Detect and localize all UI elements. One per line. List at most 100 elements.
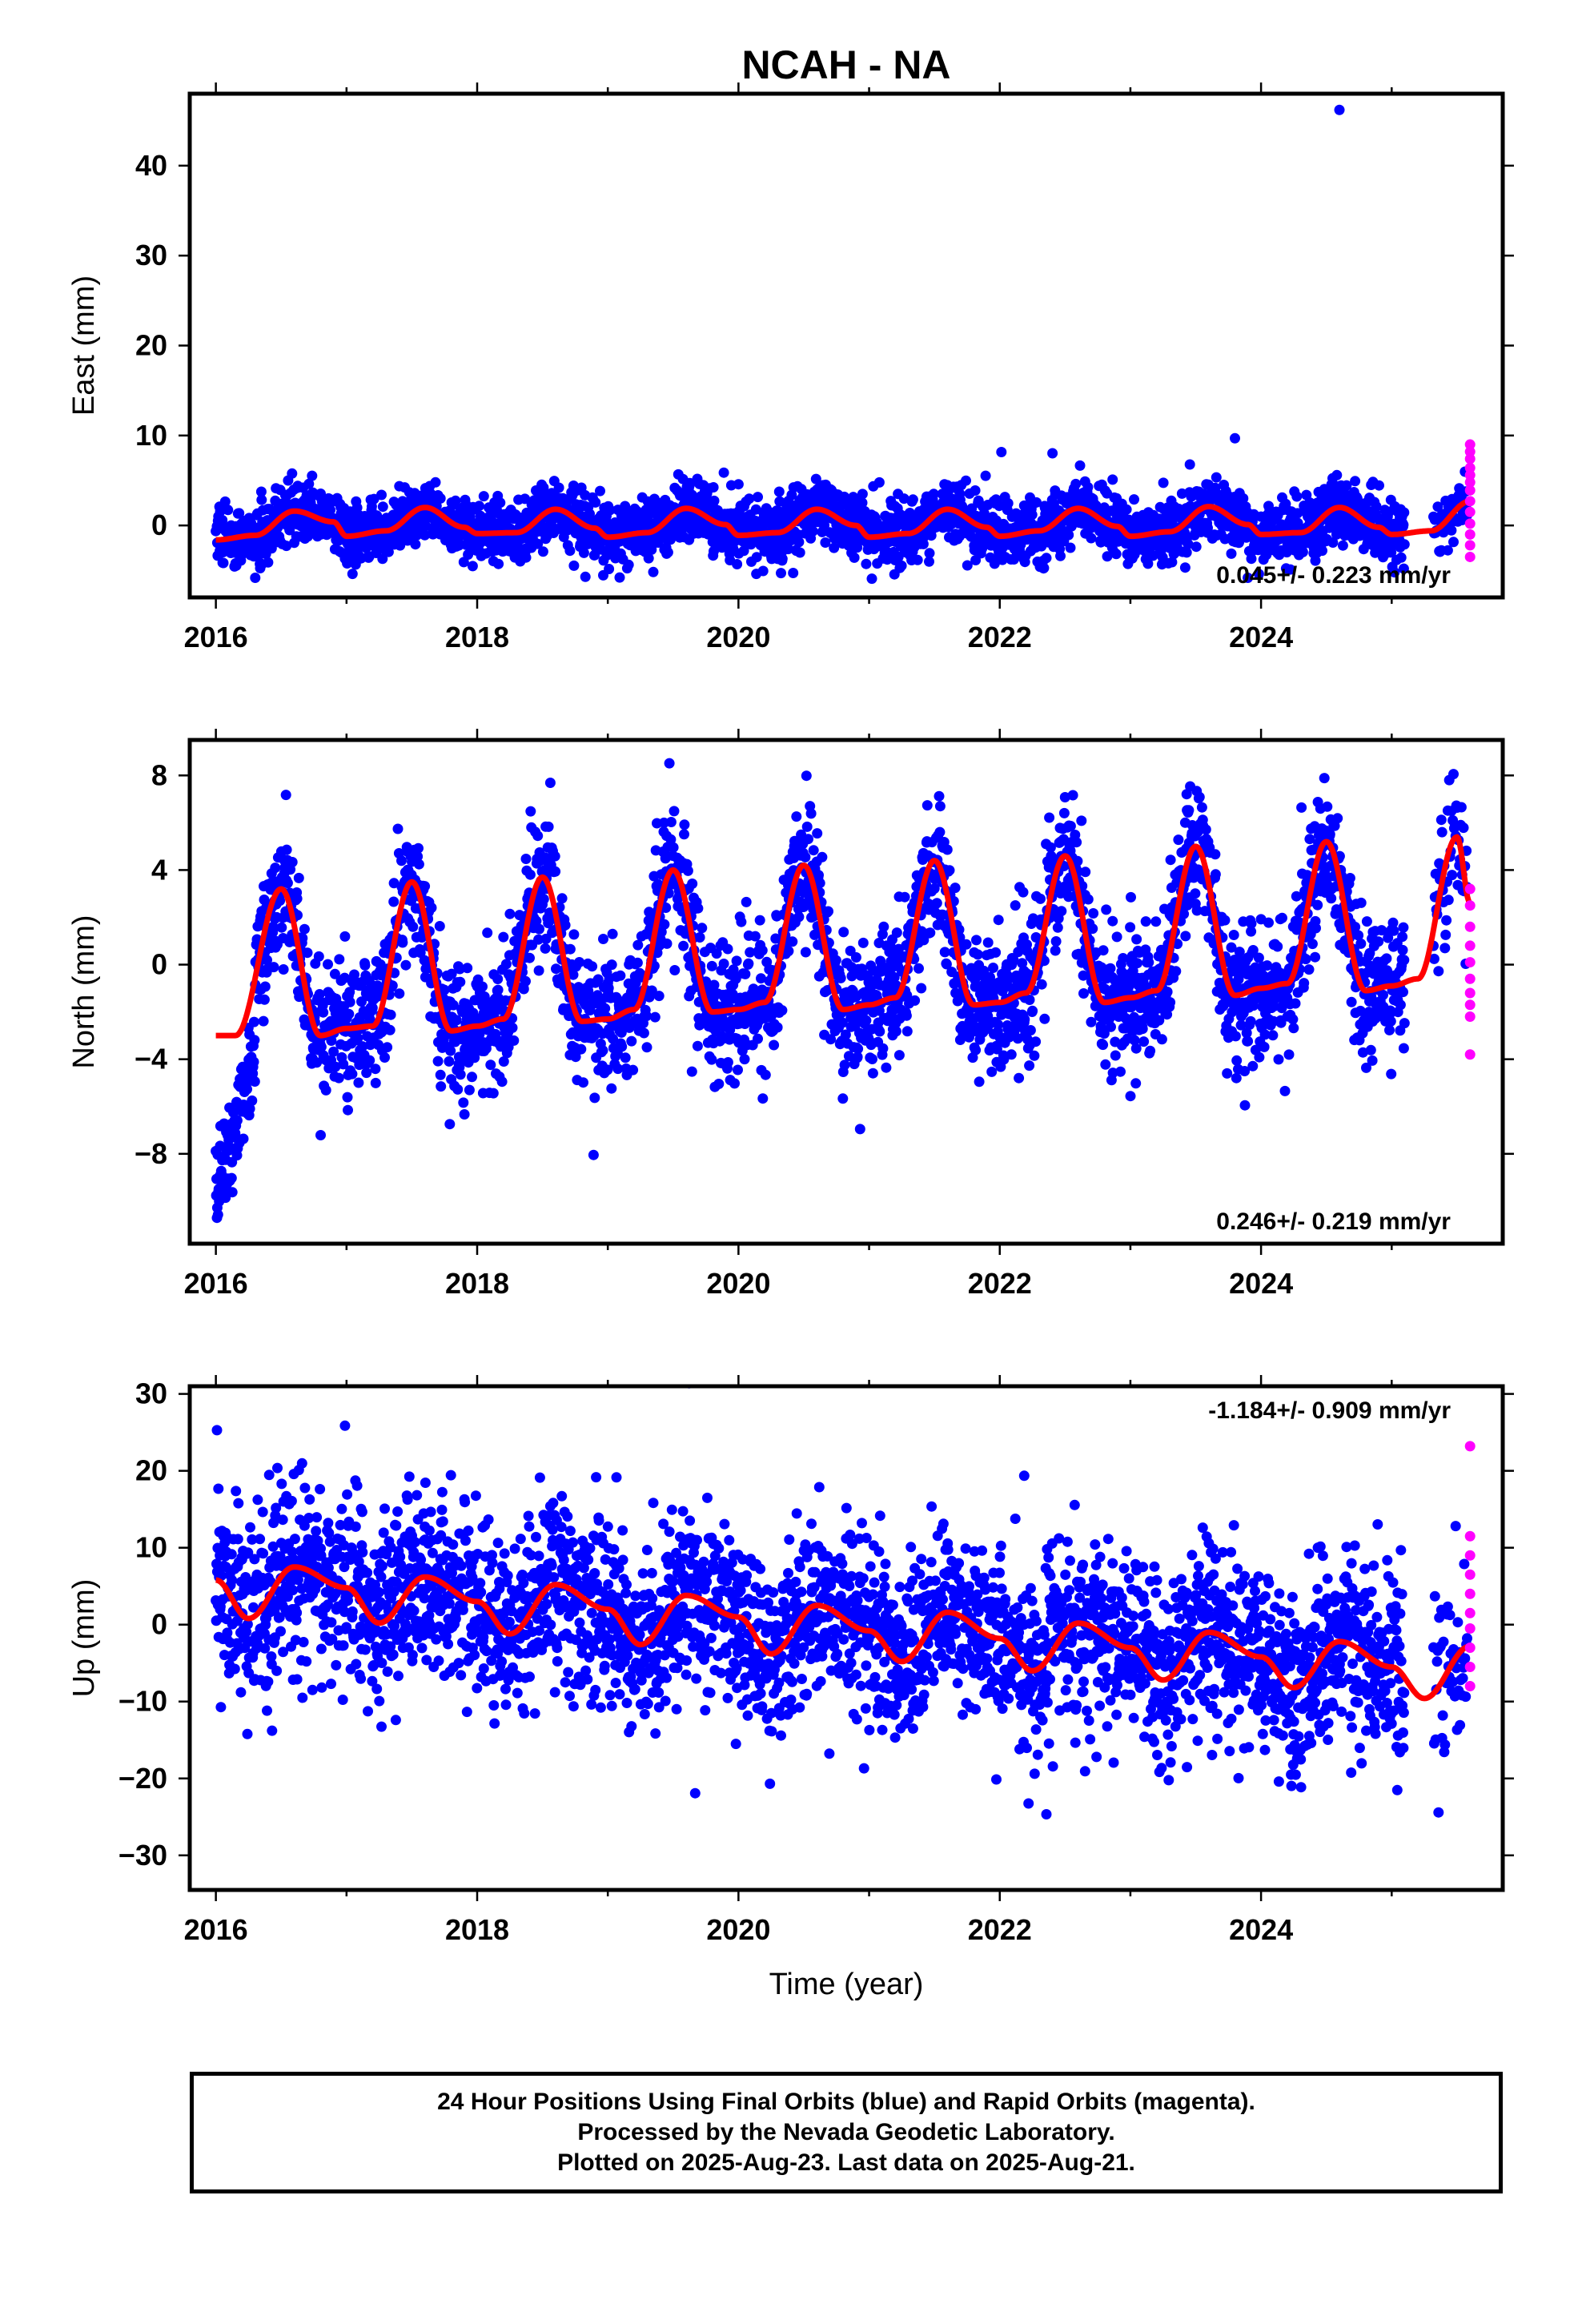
final-orbit-point bbox=[495, 497, 506, 509]
final-orbit-point bbox=[1086, 533, 1097, 544]
final-orbit-point bbox=[898, 493, 909, 505]
final-orbit-point bbox=[498, 931, 509, 943]
final-orbit-point bbox=[268, 962, 279, 973]
final-orbit-point bbox=[1203, 522, 1213, 533]
final-orbit-point bbox=[901, 1026, 913, 1037]
x-tick-label: 2018 bbox=[445, 621, 509, 653]
final-orbit-point bbox=[564, 943, 576, 955]
final-orbit-point bbox=[361, 1068, 372, 1079]
final-orbit-point bbox=[553, 482, 564, 493]
final-orbit-point bbox=[794, 547, 805, 558]
final-orbit-point bbox=[270, 862, 281, 874]
final-orbit-point bbox=[455, 976, 466, 987]
final-orbit-point bbox=[320, 1084, 331, 1096]
final-orbit-point bbox=[754, 915, 765, 926]
final-orbit-point bbox=[1285, 564, 1296, 575]
final-orbit-point bbox=[850, 952, 861, 963]
final-orbit-point bbox=[1341, 480, 1352, 491]
final-orbit-point bbox=[259, 981, 271, 992]
final-orbit-point bbox=[400, 959, 412, 971]
final-orbit-point bbox=[669, 806, 680, 817]
final-orbit-point bbox=[287, 857, 298, 867]
final-orbit-point bbox=[788, 568, 799, 578]
final-orbit-point bbox=[524, 952, 535, 963]
final-orbit-point bbox=[741, 896, 752, 907]
final-orbit-point bbox=[861, 558, 872, 569]
final-orbit-point bbox=[687, 879, 698, 889]
final-orbit-point bbox=[525, 806, 536, 817]
final-orbit-point bbox=[901, 1010, 912, 1021]
final-orbit-point bbox=[452, 1084, 464, 1095]
final-orbit-point bbox=[262, 955, 272, 966]
final-orbit-point bbox=[291, 893, 303, 904]
final-orbit-point bbox=[1142, 558, 1154, 569]
final-orbit-point bbox=[434, 921, 445, 931]
final-orbit-point bbox=[881, 1062, 892, 1073]
final-orbit-point bbox=[276, 922, 287, 933]
rapid-orbit-point bbox=[1464, 506, 1476, 517]
final-orbit-point bbox=[496, 1076, 508, 1088]
final-orbit-point bbox=[408, 921, 419, 932]
y-tick-label: 30 bbox=[135, 239, 167, 271]
final-orbit-point bbox=[1350, 476, 1361, 487]
final-orbit-point bbox=[590, 497, 601, 508]
rapid-orbit-point bbox=[1464, 529, 1476, 540]
final-orbit-point bbox=[445, 1045, 456, 1056]
final-orbit-point bbox=[751, 552, 762, 563]
final-orbit-point bbox=[1047, 448, 1058, 459]
velocity-rate-label: 0.045+/- 0.223 mm/yr bbox=[1216, 562, 1451, 589]
final-orbit-point bbox=[587, 961, 598, 972]
final-orbit-point bbox=[962, 560, 973, 571]
final-orbit-point bbox=[1191, 541, 1202, 553]
final-orbit-point bbox=[347, 1068, 358, 1080]
final-orbit-point bbox=[1327, 537, 1339, 548]
final-orbit-point bbox=[218, 557, 229, 569]
final-orbit-point bbox=[323, 959, 333, 970]
rapid-orbit-point bbox=[1464, 469, 1476, 480]
final-orbit-point bbox=[849, 552, 860, 563]
final-orbit-point bbox=[537, 546, 548, 557]
final-orbit-point bbox=[580, 571, 591, 582]
final-orbit-point bbox=[1374, 480, 1384, 491]
final-orbit-point bbox=[249, 1076, 260, 1087]
final-orbit-point bbox=[485, 1059, 496, 1071]
rapid-orbit-point bbox=[1464, 476, 1476, 488]
final-orbit-point bbox=[837, 1093, 849, 1104]
final-orbit-point bbox=[924, 548, 935, 559]
rapid-orbit-point bbox=[1464, 485, 1476, 496]
final-orbit-point bbox=[1055, 550, 1066, 561]
final-orbit-point bbox=[891, 927, 902, 939]
final-orbit-point bbox=[1002, 498, 1014, 509]
final-orbit-point bbox=[801, 770, 812, 782]
final-orbit-point bbox=[532, 830, 544, 842]
final-orbit-point bbox=[248, 1016, 259, 1027]
rapid-orbit-point bbox=[1464, 446, 1476, 457]
final-orbit-point bbox=[385, 1009, 396, 1020]
final-orbit-point bbox=[913, 963, 924, 974]
final-orbit-point bbox=[743, 958, 754, 969]
figure: NCAH - NA 2016 2018 2020 2022 2024010203040E… bbox=[67, 42, 1514, 2001]
final-orbit-point bbox=[302, 947, 313, 959]
final-orbit-point bbox=[249, 1035, 260, 1046]
final-orbit-point bbox=[877, 1043, 889, 1054]
final-orbit-point bbox=[623, 559, 634, 570]
final-orbit-point bbox=[686, 1066, 697, 1077]
final-orbit-point bbox=[753, 492, 763, 503]
model-fit-line bbox=[214, 498, 1472, 543]
final-orbit-point bbox=[793, 911, 805, 923]
final-orbit-point bbox=[604, 505, 616, 516]
final-orbit-point bbox=[377, 553, 388, 565]
final-orbit-point bbox=[242, 1084, 252, 1095]
final-orbit-point bbox=[329, 968, 340, 979]
final-orbit-point bbox=[568, 929, 580, 940]
final-orbit-point bbox=[315, 1041, 327, 1052]
rapid-orbit-point bbox=[1464, 462, 1476, 473]
final-orbit-point bbox=[757, 945, 768, 956]
final-orbit-point bbox=[899, 891, 910, 903]
final-orbit-point bbox=[543, 821, 554, 832]
final-orbit-point bbox=[896, 560, 907, 571]
final-orbit-point bbox=[787, 936, 798, 947]
final-orbit-point bbox=[1230, 432, 1240, 444]
final-orbit-point bbox=[382, 1042, 393, 1053]
final-orbit-points bbox=[211, 758, 1472, 1224]
